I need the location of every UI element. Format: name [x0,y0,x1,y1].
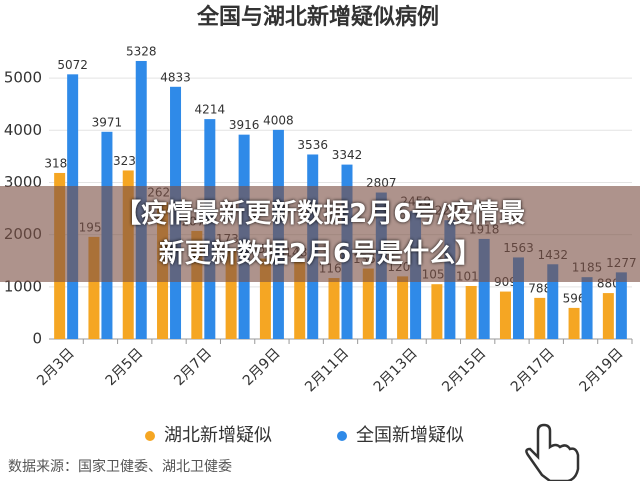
x-tick-label: 2月3日 [34,345,78,389]
bar [534,297,546,339]
banner-line: 【疫情最新更新数据2月6号/疫情最 [115,199,525,229]
bar [294,261,306,339]
banner-line: 新更新数据2月6号是什么】 [158,239,482,269]
bar [478,238,490,339]
hand [525,423,580,481]
bar [431,284,443,339]
x-tick-label: 2月5日 [103,345,147,389]
data-label: 788 [528,281,551,295]
data-label: 4008 [263,113,294,127]
x-tick-label: 2月11日 [302,345,352,395]
legend-swatch [145,431,155,441]
legend-label: 湖北新增疑似 [164,425,272,446]
data-label: 4214 [195,103,226,117]
bar [397,276,409,339]
bar [615,272,627,339]
data-label: 3536 [297,138,328,152]
bar [465,285,477,339]
bar [499,291,511,339]
data-label: 3916 [229,118,260,132]
bar [225,248,237,339]
x-tick-label: 2月13日 [371,345,421,395]
data-label: 3971 [92,115,123,129]
data-label: 596 [563,291,586,305]
bar [88,236,100,339]
y-tick-label: 0 [32,330,42,348]
x-tick-label: 2月9日 [240,345,284,389]
y-tick-label: 4000 [4,121,42,139]
hand-icon [525,423,580,481]
chart-title: 全国与湖北新增疑似病例 [196,4,439,30]
banner: 【疫情最新更新数据2月6号/疫情最 新更新数据2月6号是什么】 [0,186,640,282]
bar [362,268,374,339]
data-label: 5072 [57,58,88,72]
legend-swatch [337,431,347,441]
x-tick-label: 2月7日 [171,345,215,389]
bar [191,230,203,339]
bar [259,258,271,339]
y-tick-label: 5000 [4,69,42,87]
x-tick-label: 2月19日 [576,345,626,395]
x-tick-label: 2月17日 [508,345,558,395]
bar [568,307,580,339]
bar [512,257,524,339]
legend-label: 全国新增疑似 [356,425,464,446]
source: 数据来源：国家卫健委、湖北卫健委 [8,458,232,475]
data-label: 3342 [332,148,363,162]
bar [547,264,559,339]
bar [328,278,340,339]
bar [581,277,593,339]
data-label: 4833 [160,70,191,84]
x-tick-label: 2月15日 [439,345,489,395]
bar [602,293,614,339]
data-label: 5328 [126,44,157,58]
